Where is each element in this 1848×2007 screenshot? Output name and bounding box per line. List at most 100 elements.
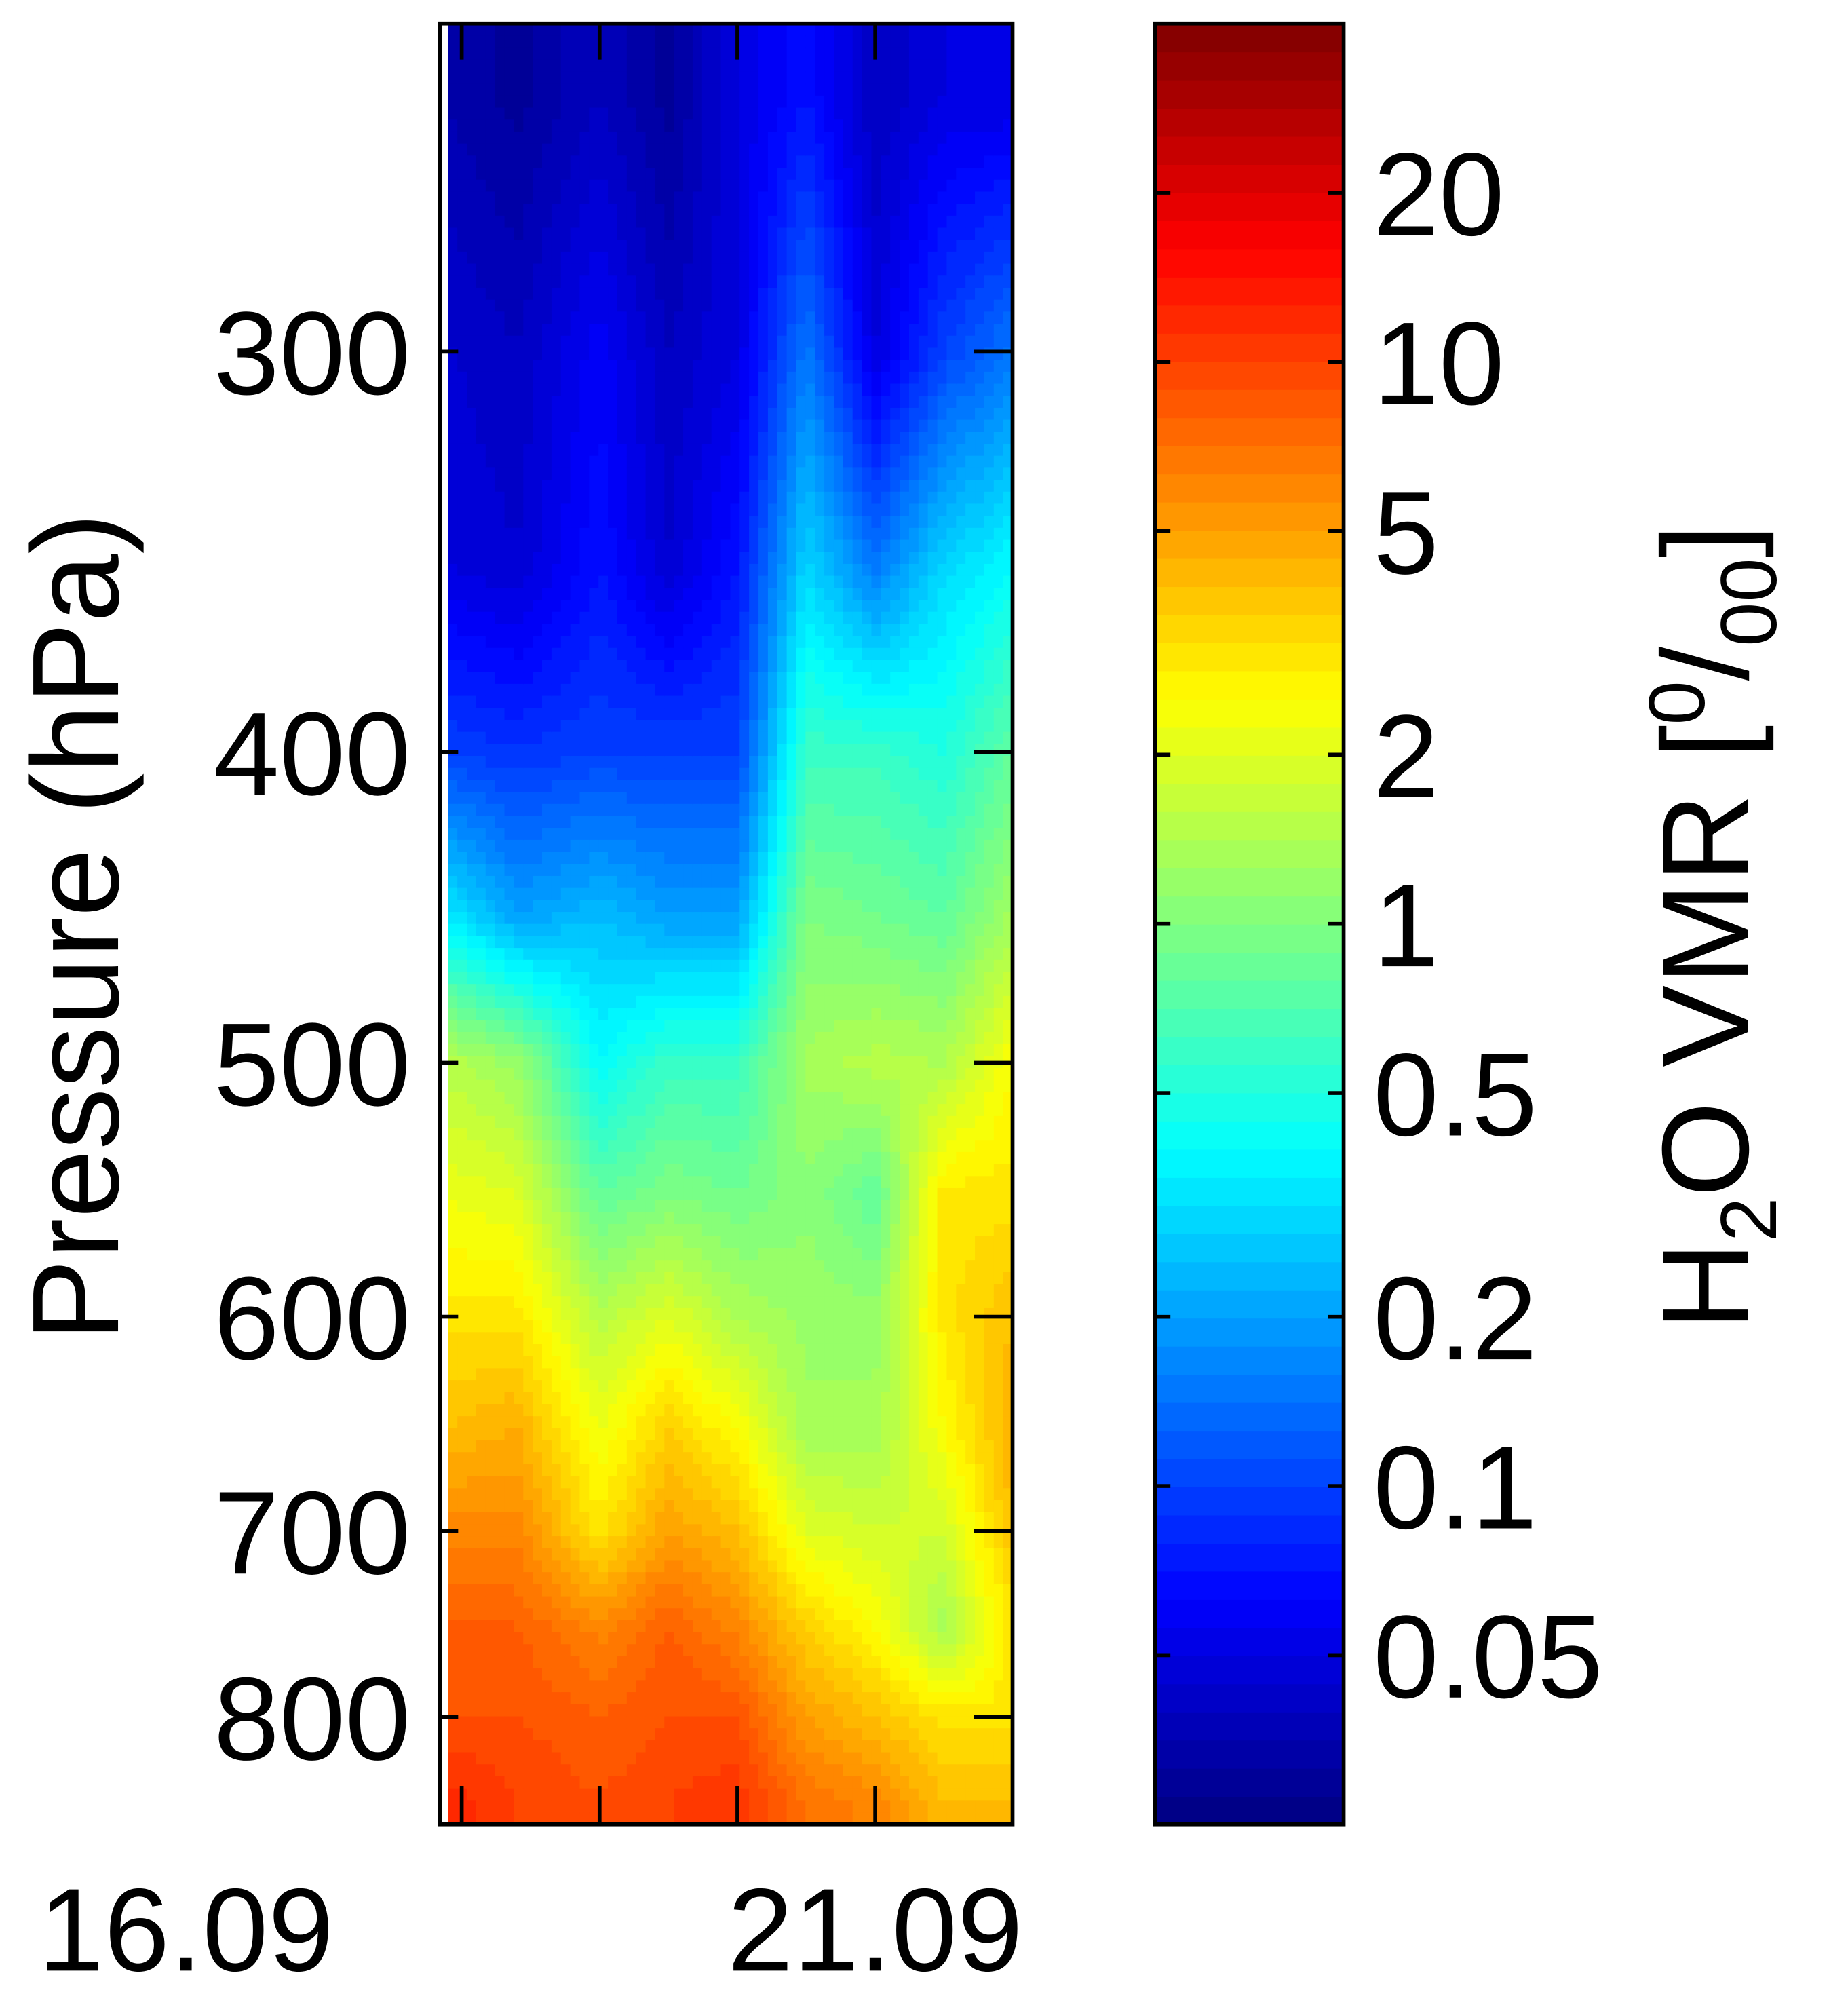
- contour-cell: [720, 636, 731, 649]
- contour-cell: [598, 107, 609, 121]
- contour-cell: [711, 1572, 722, 1585]
- contour-cell: [749, 875, 760, 889]
- contour-cell: [683, 1692, 694, 1705]
- contour-cell: [692, 516, 703, 529]
- contour-cell: [739, 179, 750, 193]
- contour-cell: [504, 1224, 515, 1237]
- contour-cell: [448, 1092, 459, 1105]
- contour-cell: [533, 263, 543, 277]
- contour-cell: [485, 864, 496, 877]
- contour-cell: [457, 324, 468, 337]
- contour-cell: [626, 731, 637, 745]
- contour-cell: [626, 1020, 637, 1033]
- contour-cell: [645, 708, 656, 721]
- contour-cell: [749, 1428, 760, 1441]
- contour-cell: [608, 1044, 619, 1057]
- contour-cell: [457, 491, 468, 505]
- contour-cell: [711, 1596, 722, 1609]
- contour-cell: [542, 599, 553, 613]
- contour-cell: [617, 168, 628, 180]
- contour-cell: [560, 383, 571, 397]
- contour-cell: [701, 1632, 712, 1645]
- contour-cell: [579, 708, 590, 721]
- contour-cell: [598, 1140, 609, 1153]
- contour-cell: [448, 71, 459, 85]
- contour-cell: [589, 683, 600, 697]
- contour-cell: [655, 1044, 666, 1057]
- contour-cell: [598, 1200, 609, 1213]
- contour-cell: [485, 23, 496, 37]
- contour-cell: [467, 1343, 478, 1357]
- contour-cell: [730, 191, 741, 205]
- contour-cell: [645, 1428, 656, 1441]
- contour-cell: [589, 719, 600, 733]
- contour-cell: [476, 803, 486, 817]
- contour-cell: [739, 311, 750, 325]
- contour-cell: [608, 204, 619, 216]
- contour-cell: [457, 83, 468, 97]
- contour-cell: [485, 503, 496, 517]
- contour-cell: [608, 1056, 619, 1069]
- contour-cell: [476, 1320, 486, 1333]
- contour-cell: [701, 516, 712, 529]
- contour-cell: [514, 852, 524, 865]
- contour-cell: [570, 719, 581, 733]
- contour-cell: [551, 204, 562, 216]
- contour-cell: [523, 1392, 534, 1405]
- contour-cell: [570, 1524, 581, 1537]
- contour-cell: [598, 636, 609, 649]
- contour-cell: [476, 1440, 486, 1453]
- contour-cell: [476, 1368, 486, 1381]
- contour-cell: [476, 1680, 486, 1694]
- contour-cell: [664, 1079, 675, 1093]
- contour-cell: [655, 1476, 666, 1489]
- contour-cell: [476, 1140, 486, 1153]
- contour-cell: [495, 1140, 505, 1153]
- contour-cell: [701, 923, 712, 937]
- contour-cell: [476, 912, 486, 925]
- contour-cell: [608, 179, 619, 193]
- contour-cell: [664, 1620, 675, 1633]
- contour-cell: [720, 1656, 731, 1669]
- contour-cell: [692, 1452, 703, 1466]
- contour-cell: [523, 467, 534, 481]
- contour-cell: [448, 936, 459, 949]
- contour-cell: [655, 1104, 666, 1117]
- contour-cell: [457, 1248, 468, 1261]
- contour-cell: [645, 1320, 656, 1333]
- contour-cell: [626, 599, 637, 613]
- contour-cell: [645, 972, 656, 985]
- contour-cell: [551, 1236, 562, 1249]
- contour-cell: [655, 131, 666, 145]
- contour-cell: [636, 1368, 647, 1381]
- contour-cell: [655, 1668, 666, 1681]
- contour-cell: [504, 1776, 515, 1789]
- contour-cell: [711, 792, 722, 805]
- contour-cell: [720, 1176, 731, 1189]
- contour-cell: [645, 1187, 656, 1201]
- contour-cell: [542, 984, 553, 997]
- contour-cell: [758, 575, 769, 589]
- contour-cell: [617, 1452, 628, 1466]
- contour-cell: [504, 1151, 515, 1165]
- contour-cell: [589, 1115, 600, 1129]
- contour-cell: [608, 1236, 619, 1249]
- contour-cell: [674, 875, 685, 889]
- contour-cell: [448, 1343, 459, 1357]
- contour-cell: [608, 1536, 619, 1549]
- contour-cell: [674, 1536, 685, 1549]
- contour-cell: [617, 1224, 628, 1237]
- contour-cell: [655, 204, 666, 216]
- contour-cell: [476, 875, 486, 889]
- contour-cell: [560, 143, 571, 157]
- contour-cell: [542, 1307, 553, 1321]
- contour-cell: [692, 1632, 703, 1645]
- contour-cell: [711, 1800, 722, 1814]
- contour-cell: [701, 1608, 712, 1622]
- contour-cell: [617, 1200, 628, 1213]
- contour-cell: [589, 959, 600, 973]
- contour-cell: [570, 227, 581, 241]
- contour-cell: [457, 1548, 468, 1561]
- contour-cell: [514, 143, 524, 157]
- contour-cell: [655, 215, 666, 229]
